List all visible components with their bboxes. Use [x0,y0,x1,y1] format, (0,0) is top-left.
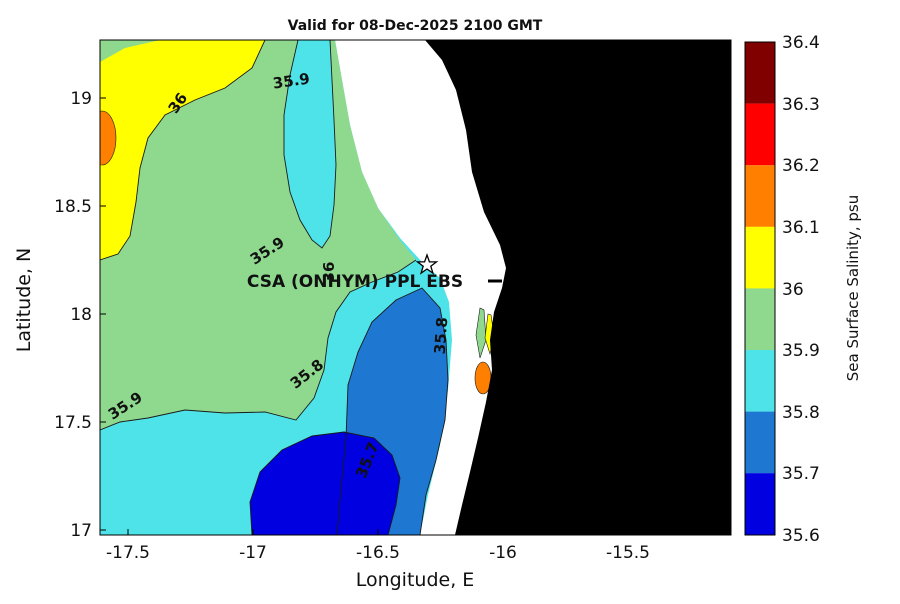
y-tick-label: 18 [70,305,92,325]
contour-line-35-8 [336,287,449,535]
contour-line-36 [100,40,266,261]
x-tick-label: -16 [489,543,517,563]
plot-area: 36 35.9 35.9 36 35.9 35.8 35.8 35.7 CSA … [100,40,731,535]
colorbar-tick-label: 35.7 [782,464,820,484]
contour-line-35-9-south [100,259,417,431]
colorbar: 36.4 36.3 36.2 36.1 36 35.9 35.8 35.7 35… [744,33,862,546]
x-tick-label: -17.5 [106,543,150,563]
contour-line-35-9-tongue [283,40,337,249]
land-mask [425,40,731,535]
plot-border [99,39,732,536]
colorbar-tick-label: 36.1 [782,218,820,238]
colorbar-segment [745,288,775,351]
colorbar-segment [745,165,775,227]
colorbar-border [744,41,776,536]
x-tick-label: -17 [239,543,267,563]
contour-line-35-7 [249,431,401,535]
y-tick-label: 17.5 [54,413,92,433]
colorbar-segment [745,411,775,474]
colorbar-segment [745,473,775,535]
y-tick-label: 19 [70,89,92,109]
station-label: CSA (ONHYM) PPL EBS [247,272,463,292]
colorbar-tick-label: 36 [782,280,804,300]
x-tick-label: -16.5 [356,543,400,563]
plot-title: Valid for 08-Dec-2025 2100 GMT [288,18,543,34]
contour-region-green [100,40,416,430]
colorbar-segment [745,226,775,289]
x-tick-label: -15.5 [606,543,650,563]
colorbar-segment [745,103,775,166]
station-star-marker [415,253,439,275]
colorbar-segment [745,350,775,412]
colorbar-axis-label: Sea Surface Salinity, psu [844,195,862,381]
colorbar-tick-label: 35.8 [782,403,820,423]
contour-region-orange-spot [100,110,117,166]
y-tick-label: 18.5 [54,197,92,217]
y-tick-label: 17 [70,521,92,541]
contour-region-cyan-tongue [284,40,336,248]
colorbar-tick-label: 35.9 [782,341,820,361]
colorbar-tick-label: 36.3 [782,95,820,115]
coastal-sliver-green [475,307,487,359]
contour-label-35-9-north: 35.9 [272,70,311,93]
y-axis-label: Latitude, N [13,248,35,353]
colorbar-tick-label: 35.6 [782,526,820,546]
x-axis: -17.5 -17 -16.5 -16 -15.5 Longitude, E [106,529,650,591]
contour-label-36-vertical: 36 [320,262,338,283]
colorbar-tick-label: 36.2 [782,156,820,176]
contour-label-35-8-vertical: 35.8 [431,317,452,355]
contour-region-darkblue [250,432,400,535]
y-axis: 19 18.5 18 17.5 17 Latitude, N [13,89,106,541]
x-axis-label: Longitude, E [356,569,475,591]
colorbar-tick-label: 36.4 [782,33,820,53]
contour-region-yellow [100,40,265,260]
colorbar-segment [745,42,775,104]
